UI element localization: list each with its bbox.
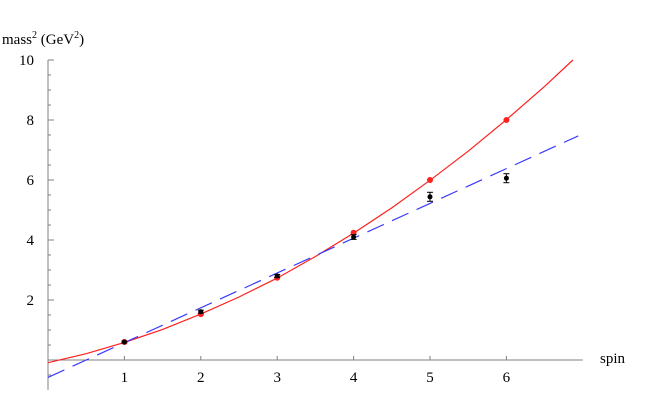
blue-dashed-fit-line — [47, 135, 579, 378]
marks — [47, 59, 579, 378]
y-tick-label: 2 — [27, 293, 35, 309]
x-tick-label: 3 — [273, 370, 281, 386]
axes: 1 2 3 4 5 6 2 4 6 8 10 — [19, 53, 583, 390]
black-data-point — [427, 194, 433, 200]
black-data-point — [121, 339, 127, 345]
y-tick-label: 8 — [27, 113, 35, 129]
x-axis-label: spin — [600, 351, 626, 367]
black-data-point — [503, 175, 509, 181]
x-tick-label: 4 — [350, 370, 358, 386]
x-tick-label: 2 — [197, 370, 205, 386]
x-tick-label: 6 — [503, 370, 511, 386]
red-data-point — [503, 117, 510, 123]
y-tick-label: 4 — [27, 233, 35, 249]
black-data-point — [198, 309, 204, 315]
red-fit-curve — [47, 59, 574, 364]
red-data-point — [427, 177, 433, 183]
y-tick-label: 6 — [27, 173, 35, 189]
x-tick-label: 5 — [426, 370, 434, 386]
x-tick-label: 1 — [121, 370, 129, 386]
black-data-point — [351, 234, 357, 240]
y-axis-label: mass2 (GeV2) — [2, 30, 84, 48]
black-data-point — [274, 273, 280, 279]
y-tick-label: 10 — [19, 53, 34, 69]
